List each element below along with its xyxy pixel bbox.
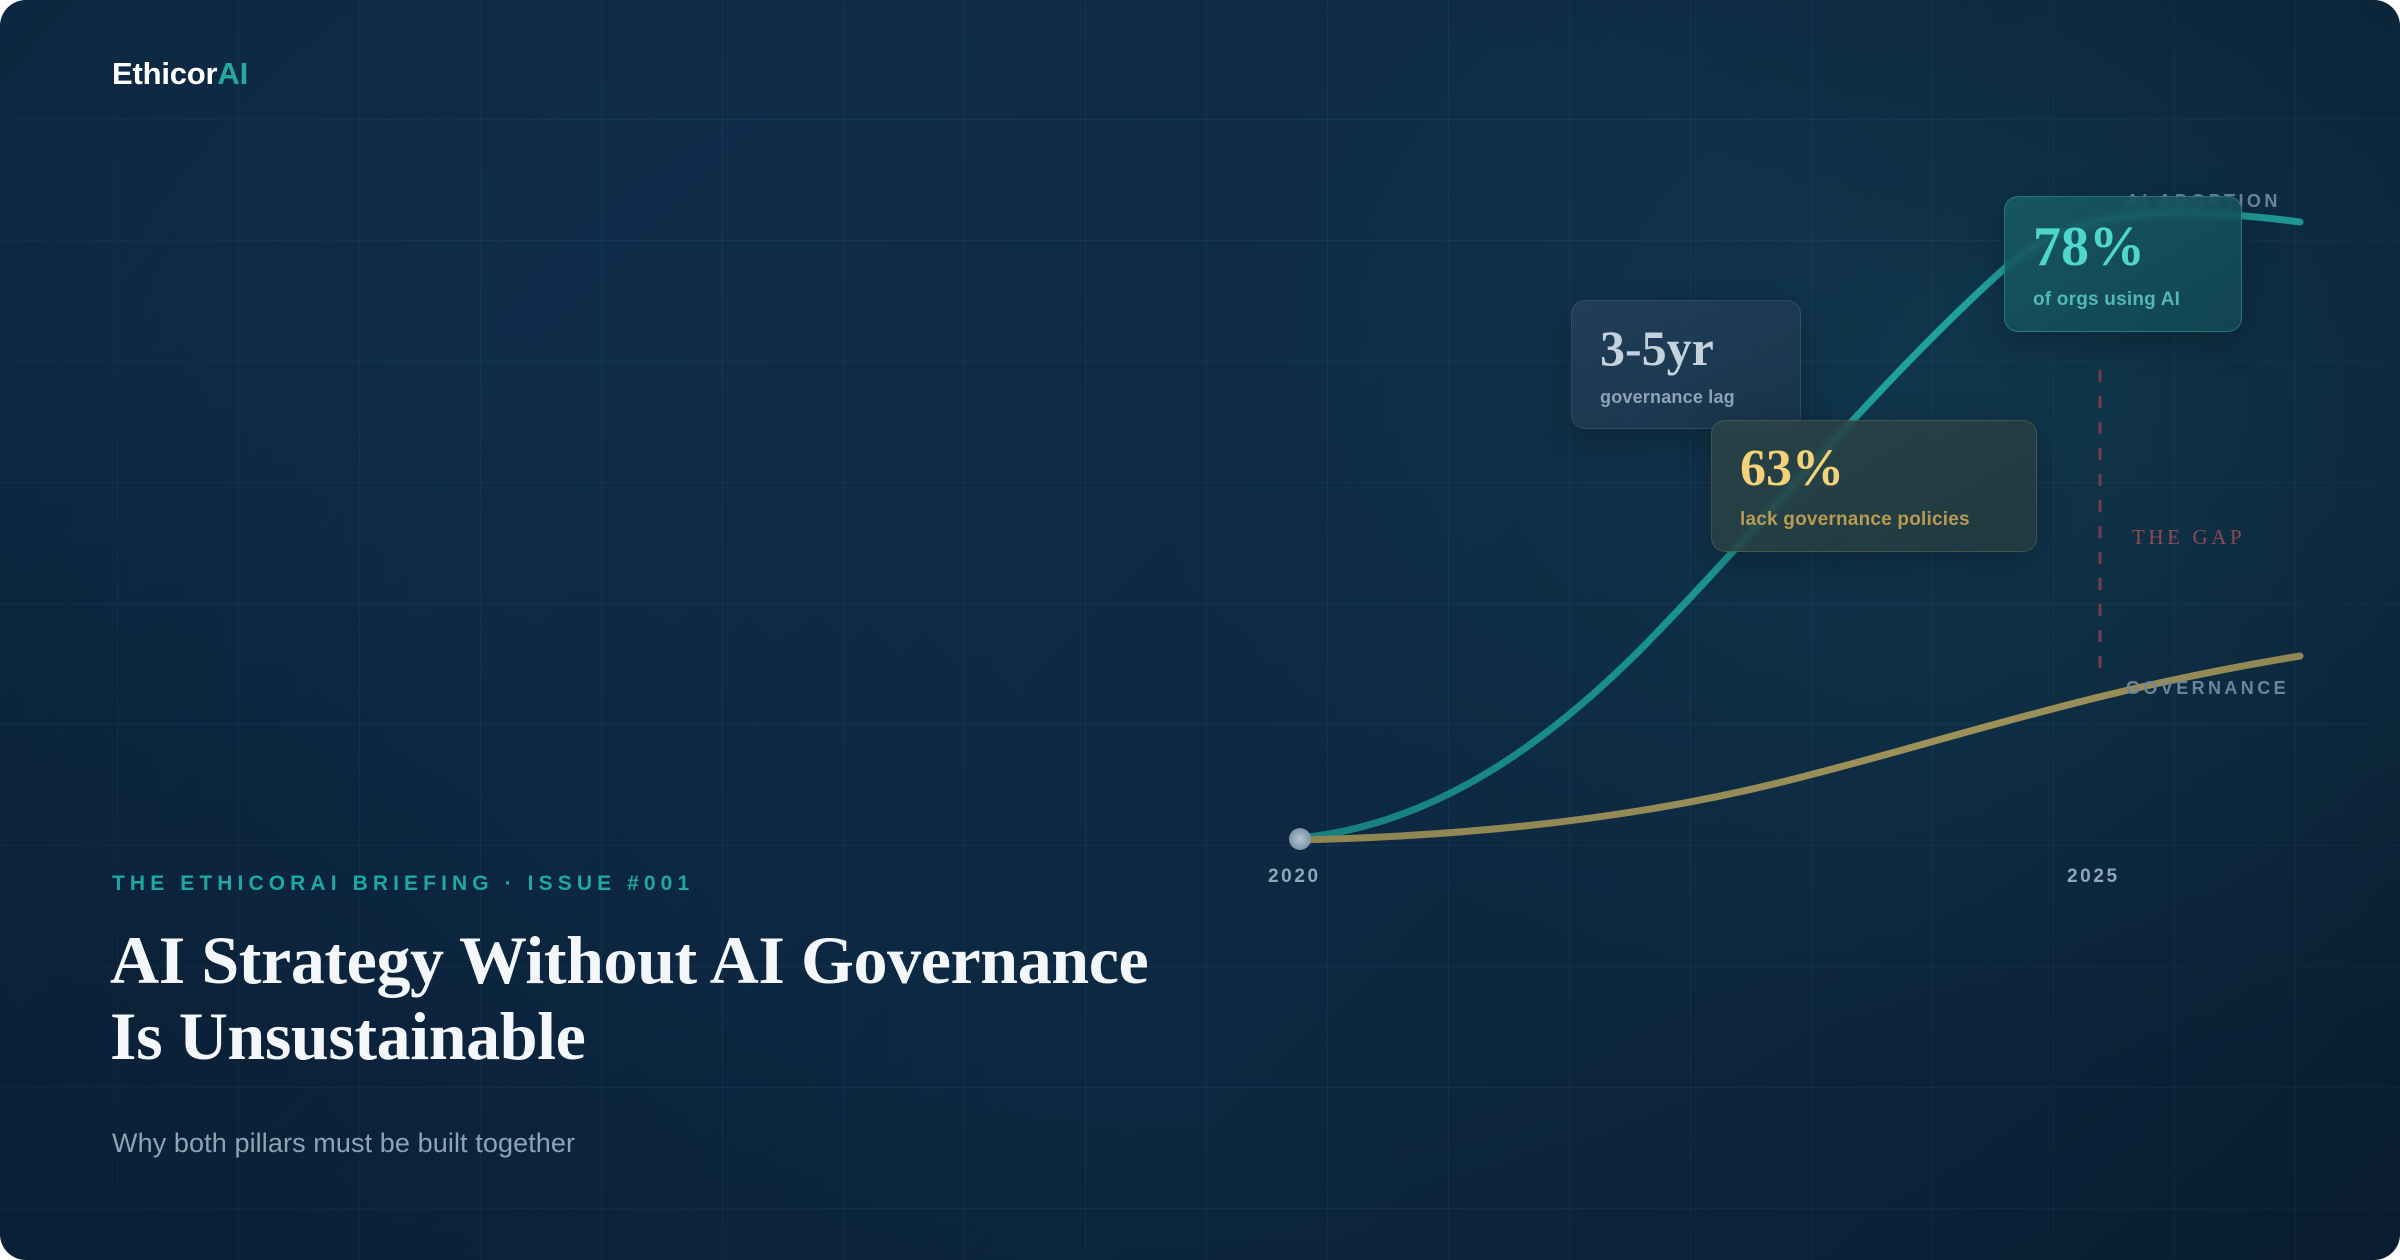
stat-card-orgs-using-ai[interactable]: 78% of orgs using AI — [2004, 196, 2242, 332]
stat-caption: of orgs using AI — [2033, 289, 2181, 310]
stat-value: 3-5yr — [1600, 320, 1714, 376]
stat-value: 78% — [2033, 216, 2145, 278]
annotation-label-the-gap: THE GAP — [2132, 525, 2246, 549]
brand-logo[interactable]: EthicorAI — [112, 58, 248, 89]
headline-line-1: AI Strategy Without AI Governance — [110, 922, 1149, 998]
series-line-governance — [1296, 652, 2304, 844]
x-axis-tick-2025: 2025 — [2067, 866, 2120, 887]
origin-marker-dot — [1289, 828, 1311, 850]
brand-name-primary: Ethicor — [112, 56, 218, 91]
stat-caption: governance lag — [1600, 387, 1735, 407]
stat-value: 63% — [1740, 440, 1844, 497]
page-subtitle: Why both pillars must be built together — [112, 1128, 576, 1158]
page-title: AI Strategy Without AI Governance Is Uns… — [110, 922, 1410, 1074]
stat-card-lack-policies[interactable]: 63% lack governance policies — [1711, 420, 2037, 552]
brand-name-accent: AI — [217, 56, 248, 91]
stat-caption: lack governance policies — [1740, 509, 1970, 530]
headline-line-2: Is Unsustainable — [110, 998, 586, 1075]
series-label-governance: GOVERNANCE — [2126, 678, 2290, 698]
stat-card-governance-lag[interactable]: 3-5yr governance lag — [1571, 300, 1801, 429]
eyebrow-label: THE ETHICORAI BRIEFING · ISSUE #001 — [112, 872, 695, 895]
x-axis-tick-2020: 2020 — [1268, 866, 1321, 887]
